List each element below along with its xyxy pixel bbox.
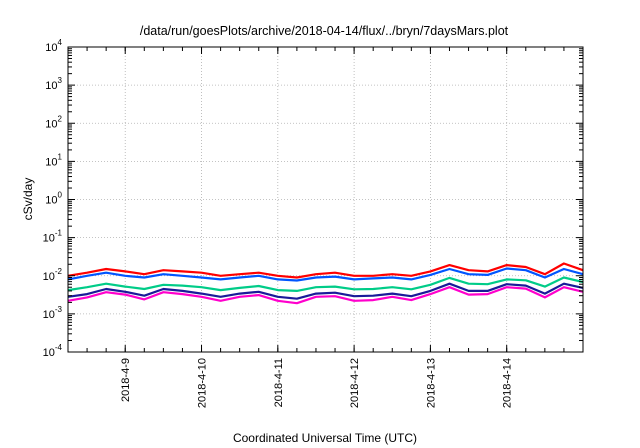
series-line-5 bbox=[67, 286, 584, 305]
y-axis-label: cSv/day bbox=[21, 178, 35, 221]
plot-frame bbox=[67, 46, 584, 353]
series-group bbox=[67, 262, 584, 305]
y-tick-label: 101 bbox=[45, 152, 62, 168]
y-tick-exponent: -2 bbox=[55, 267, 63, 276]
y-tick-base: 10 bbox=[45, 80, 57, 92]
grid bbox=[68, 46, 583, 353]
y-tick-exponent: -3 bbox=[55, 305, 63, 314]
y-tick-base: 10 bbox=[43, 309, 55, 321]
y-tick-exponent: -1 bbox=[55, 229, 63, 238]
y-tick-base: 10 bbox=[43, 233, 55, 245]
y-tick-base: 10 bbox=[43, 347, 55, 359]
x-tick-label: 2018-4-12 bbox=[349, 358, 361, 408]
x-axis-label: Coordinated Universal Time (UTC) bbox=[233, 431, 417, 445]
y-tick-base: 10 bbox=[45, 156, 57, 168]
y-tick-exponent: 1 bbox=[58, 152, 63, 161]
series-line-4 bbox=[67, 282, 584, 300]
x-ticks: 2018-4-9 2018-4-10 2018-4-11 2018-4-12 2018-… bbox=[67, 47, 584, 408]
y-tick-label: 10-3 bbox=[43, 305, 63, 321]
y-tick-exponent: -4 bbox=[55, 343, 63, 352]
y-tick-base: 10 bbox=[45, 42, 57, 54]
y-tick-base: 10 bbox=[45, 118, 57, 130]
x-tick-label: 2018-4-14 bbox=[502, 358, 514, 408]
y-tick-label: 10-4 bbox=[43, 343, 63, 359]
y-tick-label: 10-2 bbox=[43, 267, 63, 283]
series-line-3 bbox=[67, 276, 584, 292]
x-tick-label: 2018-4-9 bbox=[120, 358, 132, 402]
y-tick-label: 104 bbox=[45, 38, 62, 54]
y-tick-exponent: 4 bbox=[58, 38, 63, 47]
series-line-1 bbox=[67, 262, 584, 279]
x-tick-label: 2018-4-10 bbox=[197, 358, 209, 408]
y-tick-exponent: 0 bbox=[58, 191, 63, 200]
chart-title: /data/run/goesPlots/archive/2018-04-14/f… bbox=[140, 24, 509, 38]
x-tick-label: 2018-4-11 bbox=[273, 358, 285, 407]
y-tick-label: 100 bbox=[45, 191, 62, 207]
y-tick-exponent: 2 bbox=[58, 114, 63, 123]
x-tick-label: 2018-4-13 bbox=[425, 358, 437, 408]
y-tick-label: 102 bbox=[45, 114, 62, 130]
y-tick-base: 10 bbox=[45, 195, 57, 207]
series-line-2 bbox=[67, 267, 584, 282]
y-tick-label: 103 bbox=[45, 76, 62, 92]
y-tick-base: 10 bbox=[43, 271, 55, 283]
y-tick-exponent: 3 bbox=[58, 76, 63, 85]
y-tick-label: 10-1 bbox=[43, 229, 63, 245]
